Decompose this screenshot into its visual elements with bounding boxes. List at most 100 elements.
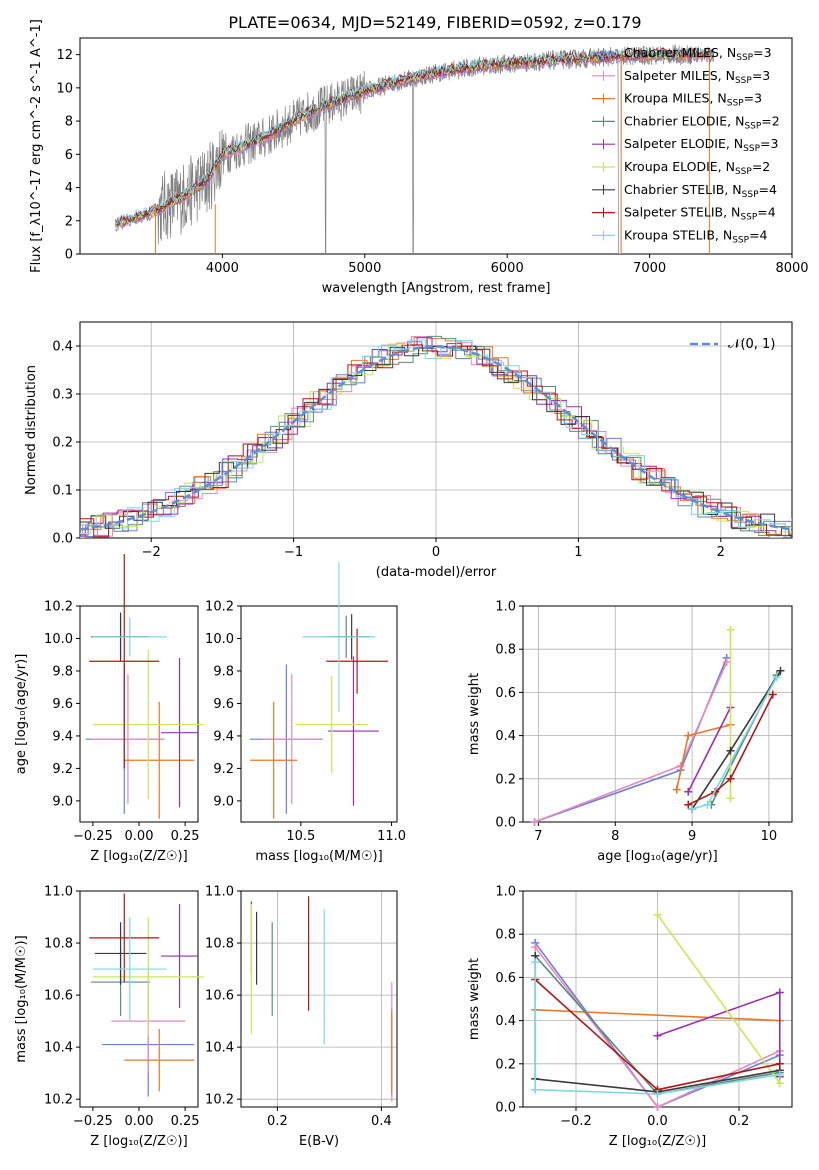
legend-label: Kroupa STELIB, NSSP=4 bbox=[624, 227, 768, 245]
histogram-chabrier_miles bbox=[80, 341, 792, 538]
age_vs_Z-frame bbox=[79, 605, 199, 823]
y-tick-label: 2 bbox=[65, 214, 73, 229]
x-tick-label: −2 bbox=[142, 545, 161, 560]
legend-label: Salpeter ELODIE, NSSP=3 bbox=[624, 136, 778, 154]
legend-text: Kroupa MILES, N bbox=[624, 91, 727, 106]
x-axis-label: wavelength [Angstrom, rest frame] bbox=[322, 281, 551, 296]
y-tick-label: 0.4 bbox=[495, 1014, 516, 1029]
y-tick-label: 0.6 bbox=[495, 971, 516, 986]
weight-line bbox=[534, 661, 728, 823]
x-tick-label: 7000 bbox=[633, 261, 666, 276]
weight-point bbox=[672, 785, 681, 794]
legend-label: Kroupa MILES, NSSP=3 bbox=[624, 91, 762, 109]
weight-point bbox=[775, 988, 784, 997]
age_vs_mass-axes: 10.5 11.0 9.0 9.2 9.4 9.6 9.8 10.0 10.2 mass [log… bbox=[205, 600, 406, 865]
y-tick-label: 0.0 bbox=[495, 816, 516, 831]
residuals-axes: −2 −1 0 1 2 0.0 0.1 0.2 0.3 0.4 (data-model)/error… bbox=[24, 321, 793, 580]
weight-line bbox=[534, 657, 728, 823]
weight-line bbox=[687, 707, 732, 793]
mass_vs_Z-axes: −0.25 0.00 0.25 10.2 10.4 10.6 10.8 11.0 Z [log₁… bbox=[14, 885, 200, 1150]
histogram-kroupa_stelib bbox=[80, 339, 792, 529]
figure-title: PLATE=0634, MJD=52149, FIBERID=0592, z=0… bbox=[228, 13, 641, 32]
legend-subscript: SSP bbox=[740, 213, 757, 223]
weight-point bbox=[531, 958, 540, 967]
legend-tail: =2 bbox=[752, 159, 770, 174]
y-tick-label: 0.2 bbox=[495, 1057, 516, 1072]
y-tick-label: 0.4 bbox=[495, 729, 516, 744]
legend-tail: =3 bbox=[760, 136, 778, 151]
legend-subscript: SSP bbox=[735, 167, 752, 177]
legend-text: Chabrier ELODIE, N bbox=[624, 113, 744, 128]
y-tick-label: 10.8 bbox=[44, 937, 73, 952]
legend-tail: =3 bbox=[753, 45, 771, 60]
x-tick-label: 8 bbox=[611, 829, 619, 844]
x-tick-label: 11.0 bbox=[377, 829, 406, 844]
y-tick-label: 1.0 bbox=[495, 885, 516, 900]
weight-line bbox=[687, 694, 774, 806]
legend-label: Chabrier ELODIE, NSSP=2 bbox=[624, 113, 780, 131]
spectrum-frame bbox=[79, 37, 793, 255]
weight-point bbox=[531, 1085, 540, 1094]
weight-point bbox=[726, 774, 735, 783]
legend-label: Chabrier MILES, NSSP=3 bbox=[624, 45, 772, 63]
y-tick-label: 9.8 bbox=[213, 664, 234, 679]
y-tick-label: 0.8 bbox=[495, 643, 516, 658]
y-tick-label: 10.0 bbox=[44, 632, 73, 647]
weight-point bbox=[653, 1103, 662, 1111]
legend-subscript: SSP bbox=[732, 235, 749, 245]
legend-subscript: SSP bbox=[735, 76, 752, 86]
legend-text: Salpeter ELODIE, N bbox=[624, 136, 743, 151]
y-axis-label: mass weight bbox=[467, 958, 482, 1040]
legend-subscript: SSP bbox=[736, 53, 753, 63]
legend-text: Salpeter MILES, N bbox=[624, 68, 735, 83]
x-tick-label: 0.2 bbox=[267, 1114, 288, 1129]
y-tick-label: 0.4 bbox=[52, 340, 73, 355]
y-tick-label: 0.0 bbox=[52, 532, 73, 547]
legend-text: Salpeter STELIB, N bbox=[624, 205, 740, 220]
weight-point bbox=[653, 1031, 662, 1040]
y-tick-label: 11.0 bbox=[44, 885, 73, 900]
x-tick-label: 7 bbox=[534, 829, 542, 844]
legend-label: Chabrier STELIB, NSSP=4 bbox=[624, 182, 777, 200]
weight-point bbox=[775, 1059, 784, 1068]
x-axis-label: mass [log₁₀(M/M☉)] bbox=[255, 849, 382, 864]
y-tick-label: 10.6 bbox=[44, 989, 73, 1004]
weight-point bbox=[684, 800, 693, 809]
y-tick-label: 8 bbox=[65, 115, 73, 130]
y-tick-label: 0 bbox=[65, 248, 73, 263]
legend-tail: =3 bbox=[744, 91, 762, 106]
weight_vs_Z-axes: −0.2 0.0 0.2 0.0 0.2 0.4 0.6 0.8 1.0 Z [log₁₀(Z/Z… bbox=[467, 885, 793, 1149]
x-tick-label: 0.0 bbox=[647, 1114, 668, 1129]
histogram-salpeter_stelib bbox=[80, 344, 792, 538]
y-tick-label: 0.2 bbox=[52, 436, 73, 451]
y-tick-label: 1.0 bbox=[495, 600, 516, 615]
y-tick-label: 0.3 bbox=[52, 388, 73, 403]
weight-point bbox=[653, 1090, 662, 1099]
mass_vs_Z-points bbox=[89, 893, 204, 1097]
y-tick-label: 10.2 bbox=[205, 1093, 234, 1108]
residuals-frame bbox=[79, 321, 793, 539]
weight-point bbox=[726, 625, 735, 634]
legend-subscript: SSP bbox=[727, 99, 744, 109]
x-axis-label: E(B-V) bbox=[299, 1134, 339, 1149]
x-tick-label: 1 bbox=[574, 545, 582, 560]
y-tick-label: 10.6 bbox=[205, 989, 234, 1004]
weight-point bbox=[775, 1079, 784, 1088]
weight-point bbox=[726, 746, 735, 755]
x-axis-label: age [log₁₀(age/yr)] bbox=[597, 849, 718, 864]
weight-point bbox=[768, 690, 777, 699]
legend-text: Kroupa STELIB, N bbox=[624, 227, 732, 242]
legend-subscript: SSP bbox=[743, 144, 760, 154]
x-tick-label: 10 bbox=[761, 829, 778, 844]
x-tick-label: 0.4 bbox=[371, 1114, 392, 1129]
y-tick-label: 9.2 bbox=[213, 762, 234, 777]
legend-tail: =4 bbox=[759, 182, 777, 197]
weight-point bbox=[703, 800, 712, 809]
y-tick-label: 10.4 bbox=[44, 1041, 73, 1056]
mass_vs_ebv-points bbox=[250, 896, 393, 1102]
y-tick-label: 0.8 bbox=[495, 928, 516, 943]
y-tick-label: 9.0 bbox=[213, 794, 234, 809]
x-tick-label: 0.2 bbox=[729, 1114, 750, 1129]
age_vs_Z-points bbox=[85, 554, 204, 819]
weight-point bbox=[688, 805, 697, 814]
